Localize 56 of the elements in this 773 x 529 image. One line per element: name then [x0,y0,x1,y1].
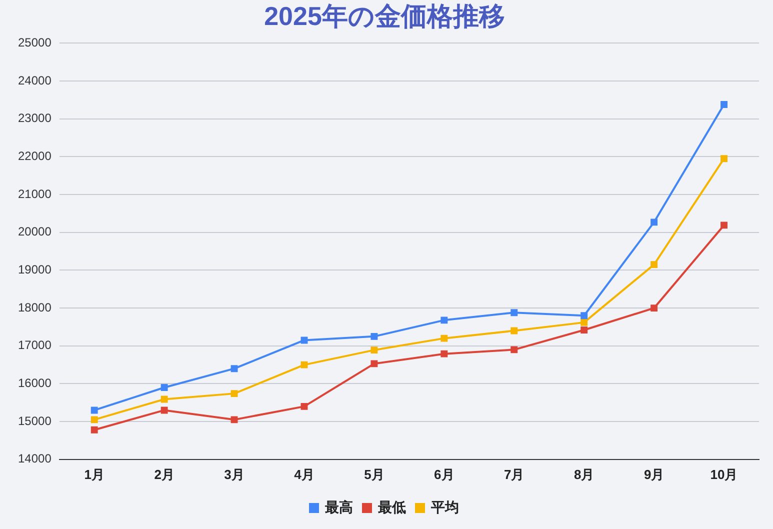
x-tick-label: 2月 [154,466,174,482]
x-tick-label: 10月 [710,466,738,482]
point [510,327,518,334]
point [720,155,728,162]
point [230,390,238,398]
point [90,406,98,414]
point [440,350,448,358]
y-tick-label: 17000 [18,338,52,352]
point [510,346,518,354]
point [650,304,658,312]
y-tick-label: 15000 [18,414,52,428]
point [650,218,658,226]
point [230,365,238,372]
point [440,334,448,342]
x-tick-label: 4月 [294,466,314,482]
point [90,416,98,424]
y-tick-label: 23000 [18,111,52,126]
legend-label: 最低 [377,498,406,515]
x-tick-label: 7月 [504,466,524,482]
x-tick-label: 8月 [574,466,594,482]
y-tick-label: 20000 [18,224,52,239]
point [160,396,168,403]
point [720,222,728,229]
y-tick-label: 24000 [18,73,52,88]
point [300,402,308,410]
point [370,346,378,354]
legend-label: 平均 [430,498,459,515]
x-tick-label: 5月 [364,466,384,482]
y-tick-label: 25000 [18,36,52,50]
point [370,332,378,340]
chart-title: 2025年の金価格推移 [264,0,505,31]
point [580,326,588,334]
point [650,261,658,268]
x-tick-label: 1月 [84,466,104,482]
y-tick-label: 19000 [18,262,52,277]
y-tick-label: 16000 [18,376,52,390]
y-tick-label: 14000 [18,452,52,466]
y-tick-label: 18000 [18,300,52,314]
y-tick-label: 21000 [18,186,52,201]
point [160,406,168,414]
x-tick-label: 9月 [644,466,664,482]
x-tick-label: 3月 [224,466,244,482]
point [580,318,588,326]
point [370,360,378,368]
point [90,426,98,434]
point [230,416,238,424]
point [300,336,308,344]
y-tick-label: 22000 [18,149,52,164]
point [580,312,588,320]
point [440,316,448,324]
point [720,101,728,108]
point [510,309,518,316]
legend-label: 最高 [324,498,353,515]
point [160,384,168,391]
x-tick-label: 6月 [434,466,454,482]
point [300,361,308,368]
